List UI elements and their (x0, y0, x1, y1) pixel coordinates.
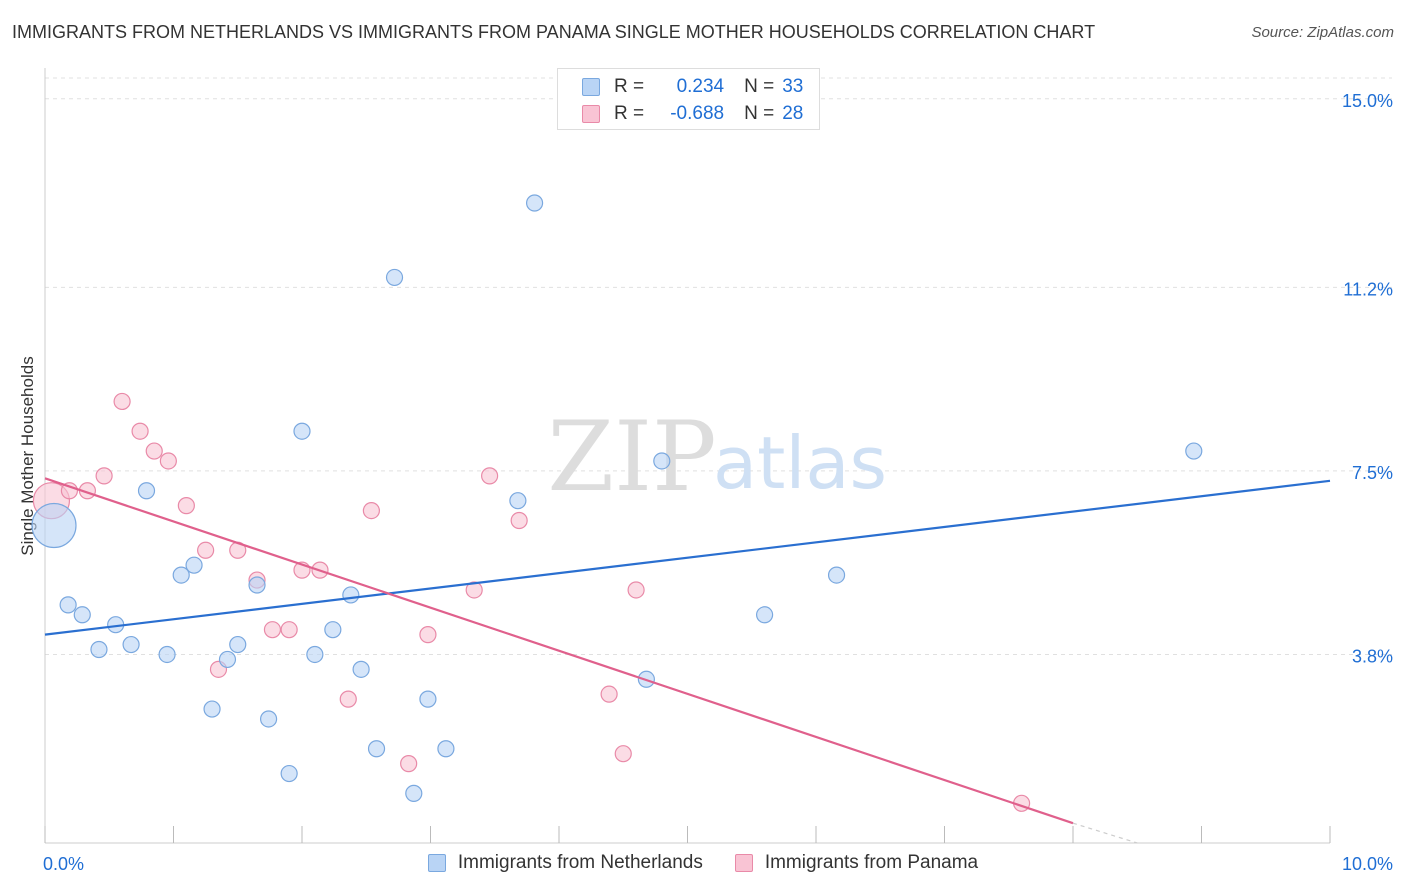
panama-point (362, 501, 380, 520)
netherlands-point (229, 635, 247, 654)
legend-n-label: N = (744, 76, 775, 97)
netherlands-point (755, 606, 774, 624)
netherlands-point (352, 660, 370, 678)
legend-r-label: R = (614, 103, 645, 124)
panama-point (131, 422, 149, 440)
panama-trend-extension (1072, 822, 1138, 844)
netherlands-point (306, 645, 324, 664)
netherlands-point (342, 586, 360, 604)
legend-row-panama: R = -0.688 N = 28 (582, 101, 803, 127)
panama-point (465, 581, 483, 599)
netherlands-point (1185, 442, 1203, 460)
legend-row-netherlands: R = 0.234 N = 33 (582, 74, 803, 100)
netherlands-point (653, 452, 671, 470)
netherlands-point (59, 596, 77, 614)
y-tick-label: 11.2% (1343, 279, 1393, 299)
panama-point (419, 626, 437, 644)
panama-point (113, 392, 131, 411)
netherlands-trend-line (44, 479, 1331, 636)
correlation-legend: R = 0.234 N = 33 R = -0.688 N = 28 (557, 68, 820, 130)
netherlands-point (31, 502, 77, 549)
panama-swatch (734, 854, 753, 872)
panama-point (614, 745, 632, 763)
watermark: ZIP atlas (547, 401, 887, 513)
series-legend: Immigrants from Netherlands Immigrants f… (0, 852, 1406, 874)
panama-point (145, 442, 163, 460)
netherlands-point (405, 784, 423, 802)
legend-r-value: -0.688 (670, 103, 725, 124)
trend-layer (44, 477, 1331, 844)
netherlands-point (185, 556, 203, 574)
netherlands-point (827, 566, 846, 584)
y-tick-label: 3.8% (1352, 646, 1393, 666)
netherlands-point (509, 492, 527, 510)
legend-item-netherlands: Immigrants from Netherlands (427, 852, 703, 874)
netherlands-point (280, 764, 298, 783)
netherlands-point (259, 710, 278, 728)
netherlands-point (525, 194, 544, 212)
panama-point (510, 511, 528, 530)
grid-layer (45, 77, 1392, 655)
netherlands-swatch (427, 854, 446, 872)
x-tick-label: 10.0% (1342, 854, 1393, 874)
panama-point (177, 497, 195, 515)
netherlands-point (73, 606, 91, 624)
netherlands-point (137, 482, 156, 500)
netherlands-point (90, 640, 108, 659)
legend-item-panama: Immigrants from Panama (734, 852, 979, 874)
panama-point (95, 467, 113, 485)
watermark-zip: ZIP (547, 401, 716, 513)
netherlands-swatch (582, 78, 600, 96)
panama-trend-line (44, 477, 1074, 825)
legend-r-value: 0.234 (676, 76, 725, 97)
panama-point (600, 685, 618, 703)
netherlands-point (419, 690, 437, 708)
netherlands-point (122, 635, 140, 654)
netherlands-point (324, 621, 342, 639)
panama-swatch (582, 105, 600, 123)
netherlands-point (248, 576, 266, 594)
axis-layer (44, 68, 1331, 844)
panama-point (481, 467, 499, 485)
legend-item-label: Immigrants from Panama (764, 852, 979, 873)
y-tick-label: 7.5% (1352, 463, 1393, 483)
netherlands-point (218, 650, 237, 669)
watermark-atlas: atlas (713, 421, 887, 505)
netherlands-point (203, 700, 221, 718)
tick-label-layer: 3.8% 7.5% 11.2% 15.0% 0.0% 10.0% (43, 91, 1393, 874)
panama-point (263, 621, 282, 639)
y-tick-label: 15.0% (1342, 91, 1393, 111)
panama-point (197, 541, 215, 559)
panama-point (280, 621, 298, 639)
netherlands-point (172, 566, 190, 584)
legend-r-label: R = (614, 76, 645, 97)
netherlands-point (367, 740, 386, 758)
netherlands-point (293, 422, 311, 440)
legend-n-value: 33 (782, 76, 804, 97)
legend-n-label: N = (744, 103, 775, 124)
x-tick-label: 0.0% (43, 854, 84, 874)
netherlands-point (158, 645, 176, 664)
panama-point (339, 690, 357, 708)
panama-point (400, 755, 418, 773)
legend-item-label: Immigrants from Netherlands (457, 852, 703, 873)
points-layer (31, 194, 1203, 812)
netherlands-point (385, 268, 404, 287)
chart-title: IMMIGRANTS FROM NETHERLANDS VS IMMIGRANT… (12, 22, 1096, 42)
panama-point (159, 452, 177, 470)
legend-n-value: 28 (782, 103, 804, 124)
netherlands-point (437, 740, 455, 758)
panama-point (627, 581, 645, 599)
source-label: Source: ZipAtlas.com (1251, 24, 1394, 41)
